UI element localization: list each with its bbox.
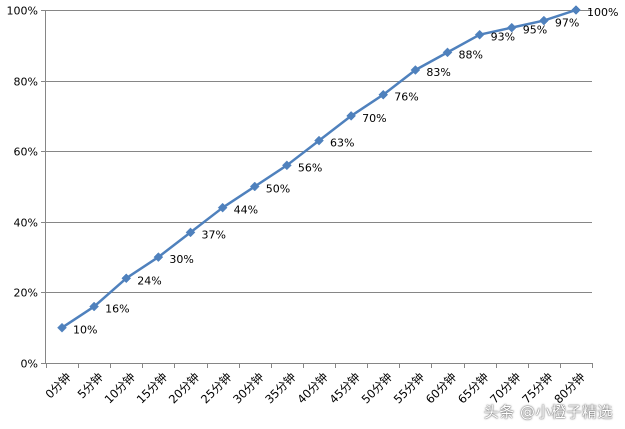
data-label: 24% <box>137 274 161 287</box>
y-tick-label: 60% <box>14 146 38 159</box>
data-point <box>442 47 453 58</box>
data-point <box>185 227 196 238</box>
gridlines <box>45 10 592 293</box>
data-point <box>506 22 517 33</box>
data-label: 16% <box>105 303 129 316</box>
data-label: 44% <box>234 204 258 217</box>
data-label: 50% <box>266 183 290 196</box>
watermark: 头条 @小橙子精选 <box>483 403 613 421</box>
x-tick-label: 35分钟 <box>262 370 299 407</box>
y-tick-label: 80% <box>14 76 38 89</box>
data-label: 95% <box>523 24 547 37</box>
data-point <box>539 15 549 26</box>
data-point <box>153 252 164 262</box>
x-tick-label: 0分钟 <box>42 370 73 401</box>
y-tick-labels: 0% 20% 40% 60% 80% 100% <box>7 5 38 371</box>
data-point <box>378 89 389 100</box>
data-point <box>474 29 485 40</box>
x-tick-label: 50分钟 <box>359 370 396 407</box>
y-tick-label: 40% <box>14 217 38 230</box>
y-tick-label: 100% <box>7 5 38 18</box>
data-label: 10% <box>73 324 97 337</box>
x-tick-label: 45分钟 <box>326 370 363 407</box>
data-point <box>57 322 67 333</box>
data-point <box>249 181 260 192</box>
data-label: 56% <box>298 161 322 174</box>
data-label: 63% <box>330 137 354 150</box>
x-tick-label: 60分钟 <box>423 370 460 407</box>
data-point <box>314 135 324 146</box>
data-label: 37% <box>202 228 226 241</box>
data-point <box>410 65 421 75</box>
axes <box>41 10 593 368</box>
data-point <box>571 5 581 15</box>
x-tick-label: 10分钟 <box>102 370 139 407</box>
data-label: 93% <box>491 31 515 44</box>
data-label: 70% <box>362 112 386 125</box>
data-point <box>346 111 356 121</box>
data-point <box>89 301 99 312</box>
data-point <box>121 273 132 284</box>
x-tick-label: 55分钟 <box>391 370 428 407</box>
y-tick-label: 0% <box>21 358 38 371</box>
x-tick-label: 40分钟 <box>294 370 331 407</box>
x-tick-label: 30分钟 <box>230 370 267 407</box>
series <box>57 5 581 333</box>
x-tick-label: 15分钟 <box>134 370 171 407</box>
data-point <box>282 160 292 171</box>
data-point <box>217 202 228 213</box>
data-label: 100% <box>587 6 618 19</box>
x-tick-label: 20分钟 <box>166 370 203 407</box>
data-labels: 10% 16% 24% 30% 37% 44% 50% 56% 63% 70% 76% 83% 88% 9… <box>73 6 618 337</box>
data-label: 88% <box>459 48 483 61</box>
data-label: 76% <box>394 91 418 104</box>
y-tick-label: 20% <box>14 287 38 300</box>
data-label: 83% <box>426 66 450 79</box>
data-label: 97% <box>555 17 579 30</box>
data-label: 30% <box>169 253 193 266</box>
x-tick-label: 25分钟 <box>198 370 235 407</box>
